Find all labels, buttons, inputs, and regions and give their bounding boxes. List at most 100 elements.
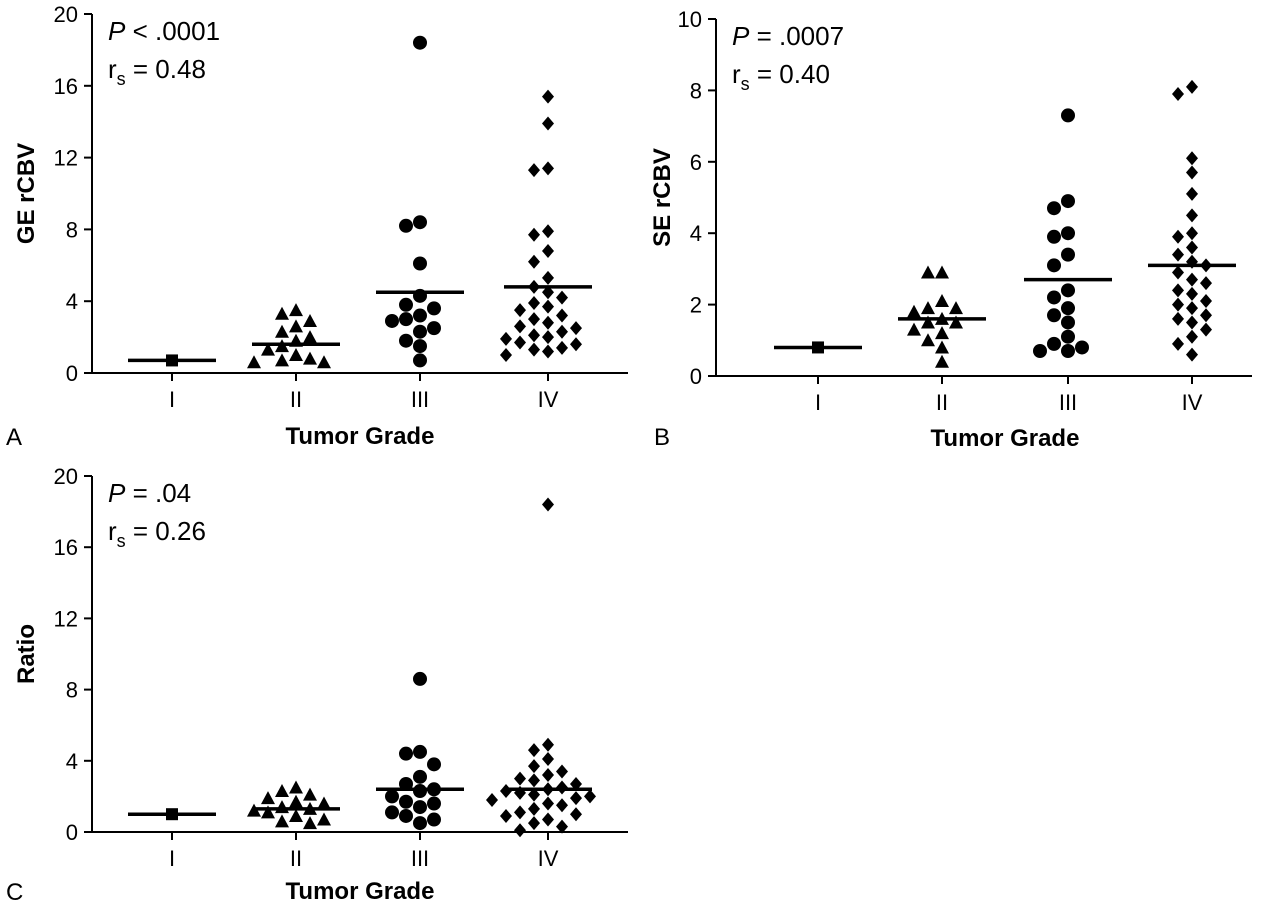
- y-tick-label: 0: [66, 820, 78, 845]
- data-point-grade-IV: [542, 812, 554, 827]
- data-point-grade-III: [1033, 344, 1047, 359]
- panel-letter: B: [654, 424, 670, 451]
- y-tick-label: 8: [690, 78, 702, 103]
- data-point-grade-III: [413, 671, 427, 686]
- data-point-grade-IV: [1200, 308, 1212, 323]
- data-point-grade-III: [413, 308, 427, 323]
- data-point-grade-III: [413, 35, 427, 50]
- series-grade-II: [247, 780, 331, 830]
- data-point-grade-II: [303, 313, 317, 327]
- data-point-grade-III: [1061, 194, 1075, 209]
- panel-letter: C: [6, 879, 23, 906]
- data-point-grade-II: [289, 319, 303, 333]
- data-point-grade-III: [399, 333, 413, 348]
- x-axis-title: Tumor Grade: [286, 423, 435, 450]
- x-category-label: II: [936, 390, 948, 415]
- data-point-grade-IV: [542, 285, 554, 300]
- data-point-grade-IV: [514, 785, 526, 800]
- panel-letter: A: [6, 424, 22, 451]
- data-point-grade-IV: [528, 328, 540, 343]
- data-point-grade-III: [427, 796, 441, 811]
- data-point-grade-IV: [570, 337, 582, 352]
- data-point-grade-II: [289, 348, 303, 362]
- y-tick-label: 0: [66, 361, 78, 386]
- data-point-grade-IV: [514, 805, 526, 820]
- y-axis-title: GE rCBV: [13, 143, 40, 244]
- data-point-grade-IV: [500, 331, 512, 346]
- data-point-grade-IV: [528, 295, 540, 310]
- data-point-grade-IV: [542, 796, 554, 811]
- data-point-grade-IV: [1186, 79, 1198, 94]
- data-point-grade-IV: [1172, 283, 1184, 298]
- data-point-grade-IV: [500, 808, 512, 823]
- data-point-grade-IV: [514, 823, 526, 838]
- data-point-grade-IV: [556, 798, 568, 813]
- data-point-grade-II: [949, 301, 963, 315]
- data-point-grade-IV: [1200, 322, 1212, 337]
- y-tick-label: 12: [54, 606, 78, 631]
- data-point-grade-III: [413, 215, 427, 230]
- series-grade-III: [1033, 108, 1089, 359]
- series-grade-III: [385, 671, 441, 831]
- series-grade-IV: [486, 497, 596, 838]
- data-point-grade-II: [921, 265, 935, 279]
- data-point-grade-III: [413, 744, 427, 759]
- data-point-grade-III: [413, 353, 427, 368]
- data-point-grade-II: [275, 814, 289, 828]
- data-point-grade-IV: [1186, 329, 1198, 344]
- data-point-grade-IV: [528, 816, 540, 831]
- data-point-grade-IV: [1186, 151, 1198, 166]
- data-point-grade-IV: [556, 340, 568, 355]
- data-point-grade-III: [1047, 308, 1061, 323]
- data-point-grade-IV: [570, 791, 582, 806]
- data-point-grade-IV: [542, 270, 554, 285]
- x-category-label: I: [169, 846, 175, 871]
- data-point-grade-III: [399, 218, 413, 233]
- data-point-grade-II: [935, 354, 949, 368]
- data-point-grade-IV: [528, 743, 540, 758]
- data-point-grade-IV: [542, 344, 554, 359]
- y-tick-label: 4: [66, 289, 78, 314]
- y-tick-label: 2: [690, 293, 702, 318]
- x-category-label: I: [169, 387, 175, 412]
- data-point-grade-II: [261, 791, 275, 805]
- data-point-grade-IV: [514, 303, 526, 318]
- y-tick-label: 16: [54, 74, 78, 99]
- x-category-label: II: [290, 846, 302, 871]
- data-point-grade-IV: [1186, 272, 1198, 287]
- y-axis-title: SE rCBV: [649, 148, 676, 247]
- data-point-grade-III: [1061, 329, 1075, 344]
- data-point-grade-II: [261, 342, 275, 356]
- x-category-label: II: [290, 387, 302, 412]
- p-value-annotation: P = .04: [108, 478, 191, 508]
- data-point-grade-III: [413, 769, 427, 784]
- data-point-grade-IV: [542, 315, 554, 330]
- data-point-grade-IV: [542, 299, 554, 314]
- data-point-grade-II: [317, 796, 331, 810]
- data-point-grade-III: [399, 746, 413, 761]
- data-point-grade-III: [413, 339, 427, 354]
- data-point-grade-II: [289, 780, 303, 794]
- data-point-grade-IV: [528, 227, 540, 242]
- data-point-grade-III: [1047, 258, 1061, 273]
- data-point-grade-IV: [1172, 229, 1184, 244]
- data-point-grade-IV: [1172, 336, 1184, 351]
- y-tick-label: 6: [690, 150, 702, 175]
- data-point-grade-III: [427, 812, 441, 827]
- data-point-grade-II: [303, 330, 317, 344]
- data-point-grade-IV: [1200, 276, 1212, 291]
- x-category-label: III: [411, 846, 429, 871]
- data-point-grade-IV: [556, 290, 568, 305]
- data-point-grade-III: [1061, 247, 1075, 262]
- y-tick-label: 4: [66, 749, 78, 774]
- data-point-grade-IV: [556, 308, 568, 323]
- data-point-grade-IV: [556, 819, 568, 834]
- data-point-grade-III: [1047, 336, 1061, 351]
- data-point-grade-II: [275, 784, 289, 798]
- data-point-grade-III: [413, 784, 427, 799]
- series-grade-IV: [1172, 79, 1212, 362]
- data-point-grade-II: [935, 265, 949, 279]
- data-point-grade-IV: [570, 807, 582, 822]
- data-point-grade-II: [289, 794, 303, 808]
- data-point-grade-IV: [500, 348, 512, 363]
